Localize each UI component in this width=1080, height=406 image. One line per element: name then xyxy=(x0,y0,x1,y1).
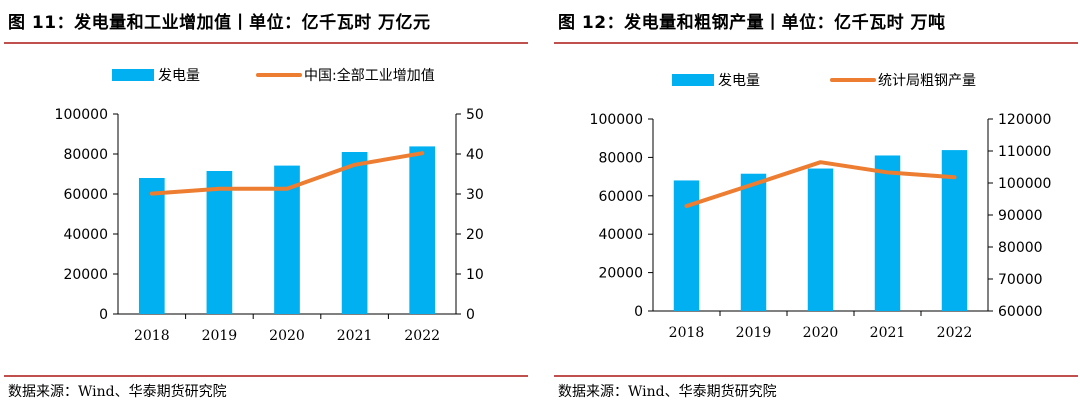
bar xyxy=(941,150,968,311)
source-rule xyxy=(554,375,1078,377)
y-tick-label-right: 50 xyxy=(466,107,484,123)
source-rule xyxy=(4,375,528,377)
title-rule xyxy=(554,42,1078,44)
y-tick-label-left: 100000 xyxy=(590,112,643,128)
title-rule xyxy=(4,42,528,44)
chart-panel-left: 图 11：发电量和工业增加值丨单位：亿千瓦时 万亿元 0 20000 40000 60… xyxy=(0,0,530,406)
bar xyxy=(206,171,233,314)
y-tick-label-left: 60000 xyxy=(598,189,643,205)
legend-label-bar: 发电量 xyxy=(158,68,200,84)
legend-label-line: 统计局粗钢产量 xyxy=(878,73,976,89)
chart-left: 0 20000 40000 60000 80000 100000 0 10 20 30 40 50 20… xyxy=(55,67,484,344)
y-tick-label-left: 100000 xyxy=(55,107,108,123)
x-tick-label: 2020 xyxy=(269,328,305,344)
y-tick-label-right: 30 xyxy=(466,187,484,203)
x-tick-label: 2018 xyxy=(134,328,170,344)
x-tick-label: 2020 xyxy=(803,325,839,341)
source-note: 数据来源：Wind、华泰期货研究院 xyxy=(558,384,777,400)
bar xyxy=(740,173,767,311)
y-tick-label-left: 60000 xyxy=(63,187,108,203)
y-tick-label-right: 120000 xyxy=(998,112,1051,128)
x-tick-label: 2019 xyxy=(202,328,238,344)
y-tick-label-left: 80000 xyxy=(63,147,108,163)
y-tick-label-right: 80000 xyxy=(998,240,1043,256)
x-tick-label: 2022 xyxy=(937,325,973,341)
y-tick-label-left: 0 xyxy=(634,304,643,320)
x-tick-label: 2022 xyxy=(404,328,440,344)
legend-label-line: 中国:全部工业增加值 xyxy=(304,67,435,84)
bar xyxy=(138,178,165,314)
bar xyxy=(409,146,436,314)
chart-panel-right: 图 12：发电量和粗钢产量丨单位：亿千瓦时 万吨 0 20000 40000 6000… xyxy=(550,0,1080,406)
y-tick-label-left: 40000 xyxy=(598,227,643,243)
legend-swatch-bar xyxy=(112,69,154,81)
legend-label-bar: 发电量 xyxy=(718,73,760,89)
x-tick-label: 2018 xyxy=(669,325,705,341)
y-tick-label-left: 20000 xyxy=(598,266,643,282)
y-tick-label-left: 80000 xyxy=(598,150,643,166)
y-tick-label-right: 100000 xyxy=(998,176,1051,192)
x-tick-label: 2019 xyxy=(736,325,772,341)
chart-title: 图 11：发电量和工业增加值丨单位：亿千瓦时 万亿元 xyxy=(8,13,431,33)
y-tick-label-right: 0 xyxy=(466,307,475,323)
bar xyxy=(673,180,700,311)
source-note: 数据来源：Wind、华泰期货研究院 xyxy=(8,384,227,400)
y-tick-label-right: 90000 xyxy=(998,208,1043,224)
chart-right: 0 20000 40000 60000 80000 100000 60000 70000 800… xyxy=(590,73,1052,341)
y-tick-label-left: 0 xyxy=(99,307,108,323)
y-tick-label-left: 20000 xyxy=(63,267,108,283)
y-tick-label-right: 60000 xyxy=(998,304,1043,320)
chart-title: 图 12：发电量和粗钢产量丨单位：亿千瓦时 万吨 xyxy=(558,13,946,33)
y-tick-label-right: 70000 xyxy=(998,272,1043,288)
x-tick-label: 2021 xyxy=(870,325,906,341)
y-tick-label-left: 40000 xyxy=(63,227,108,243)
x-tick-label: 2021 xyxy=(337,328,373,344)
legend-swatch-bar xyxy=(672,74,714,86)
bar xyxy=(874,155,901,311)
bar xyxy=(807,168,834,311)
y-tick-label-right: 40 xyxy=(466,147,484,163)
y-tick-label-right: 20 xyxy=(466,227,484,243)
y-tick-label-right: 10 xyxy=(466,267,484,283)
y-tick-label-right: 110000 xyxy=(998,144,1051,160)
bar xyxy=(341,152,368,314)
